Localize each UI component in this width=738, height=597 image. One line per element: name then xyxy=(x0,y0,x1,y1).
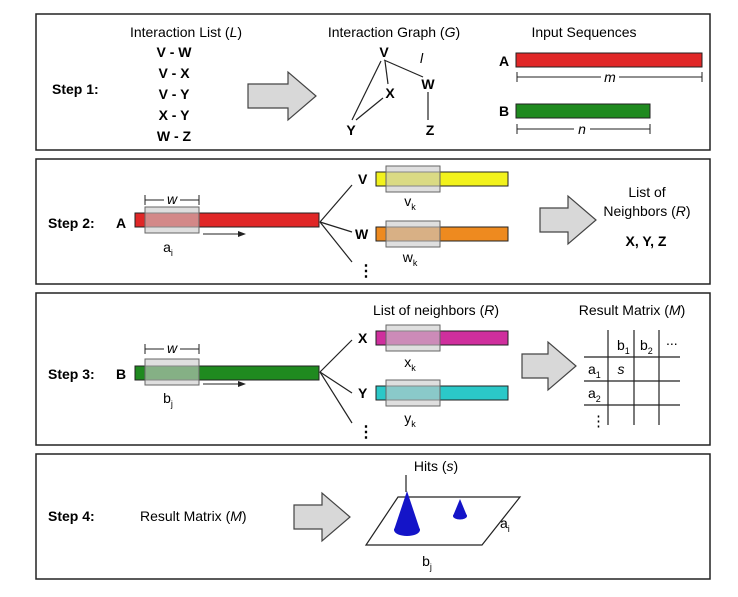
sequence-b-bar xyxy=(515,103,651,119)
window-width-label: w xyxy=(167,191,178,207)
graph-edge xyxy=(384,60,389,85)
graph-edge xyxy=(383,59,424,78)
window-position-label: bj xyxy=(163,390,173,409)
step1-arrow xyxy=(247,70,317,122)
step2-seq-label: A xyxy=(116,215,126,231)
matrix-row-more: ⋮ xyxy=(591,413,606,430)
matrix-row-header: a1 xyxy=(588,361,601,380)
interaction-item: V - W xyxy=(157,44,193,60)
sliding-window xyxy=(144,358,200,386)
step4-label: Step 4: xyxy=(48,508,95,524)
step1-panel xyxy=(35,13,711,151)
length-label-bg xyxy=(574,121,590,137)
branch-line xyxy=(319,371,353,394)
neighbor-w-position: wk xyxy=(402,249,418,268)
graph-node-x: X xyxy=(385,85,395,101)
result-matrix-title: Result Matrix (M) xyxy=(579,302,686,318)
neighbor-y-label: Y xyxy=(358,385,368,401)
step2-label: Step 2: xyxy=(48,215,95,231)
branch-line xyxy=(319,371,353,424)
step2-arrow xyxy=(539,194,597,246)
hit-cone-small-base xyxy=(453,512,467,520)
more-neighbors-dots: ⋮ xyxy=(358,263,374,280)
graph-edge-label: l xyxy=(420,50,424,66)
graph-node-w: W xyxy=(421,76,435,92)
sequence-b-label: B xyxy=(499,103,509,119)
interaction-item: V - Y xyxy=(159,86,191,102)
hit-cone-large-base xyxy=(394,524,420,536)
neighbor-window xyxy=(385,165,441,193)
neighbors-result-title: Neighbors (R) xyxy=(603,203,690,219)
branch-line xyxy=(319,339,353,373)
length-label-bg xyxy=(601,69,619,85)
neighbor-v-label: V xyxy=(358,171,368,187)
neighbor-x-position: xk xyxy=(404,354,416,373)
more-neighbors-dots: ⋮ xyxy=(358,424,374,441)
graph-edge xyxy=(355,97,384,121)
matrix-row-header: a2 xyxy=(588,385,601,404)
step3-label: Step 3: xyxy=(48,366,95,382)
step4-arrow xyxy=(293,491,351,543)
sequence-a-length: m xyxy=(604,69,616,85)
matrix-col-header: b1 xyxy=(617,337,630,356)
input-sequences-title: Input Sequences xyxy=(531,24,636,40)
graph-edge xyxy=(351,60,382,121)
length-label-bg xyxy=(164,341,180,356)
matrix-cell-score: s xyxy=(618,361,625,377)
interaction-list-title: Interaction List (L) xyxy=(130,24,242,40)
step1-label: Step 1: xyxy=(52,81,99,97)
graph-node-z: Z xyxy=(426,122,435,138)
sequence-b-length: n xyxy=(578,121,586,137)
branch-line xyxy=(319,221,353,233)
window-width-label: w xyxy=(167,340,178,356)
sequence-a-label: A xyxy=(499,53,509,69)
neighbor-w-label: W xyxy=(355,226,369,242)
interaction-item: W - Z xyxy=(157,128,192,144)
interaction-item: V - X xyxy=(158,65,190,81)
hits-label: Hits (s) xyxy=(414,458,458,474)
neighbor-y-position: yk xyxy=(404,410,416,429)
neighbor-v-position: vk xyxy=(404,193,416,212)
interaction-graph-title: Interaction Graph (G) xyxy=(328,24,460,40)
length-label-bg xyxy=(164,192,180,207)
sliding-window xyxy=(144,206,200,234)
neighbor-window xyxy=(385,220,441,248)
matrix-col-more: ... xyxy=(666,332,678,348)
branch-line xyxy=(319,184,353,223)
neighbors-list-title: List of neighbors (R) xyxy=(373,302,499,318)
neighbor-window xyxy=(385,379,441,407)
matrix-col-header: b2 xyxy=(640,337,653,356)
neighbors-result-title: List of xyxy=(628,184,665,200)
plane-side-label: ai xyxy=(500,515,510,534)
graph-node-v: V xyxy=(379,44,389,60)
interaction-item: X - Y xyxy=(159,107,191,123)
step3-arrow xyxy=(521,340,577,392)
neighbor-x-label: X xyxy=(358,330,368,346)
graph-node-y: Y xyxy=(346,122,356,138)
step4-input-label: Result Matrix (M) xyxy=(140,508,247,524)
slide-arrow-head xyxy=(238,231,246,237)
window-position-label: ai xyxy=(163,239,173,258)
sequence-a-bar xyxy=(515,52,703,68)
neighbor-window xyxy=(385,324,441,352)
neighbors-result-values: X, Y, Z xyxy=(626,233,667,249)
step3-seq-label: B xyxy=(116,366,126,382)
plane-bottom-label: bj xyxy=(422,553,432,572)
hit-cone-large xyxy=(394,491,420,530)
step4-panel xyxy=(35,453,711,580)
hit-cone-small xyxy=(453,499,467,516)
slide-arrow-head xyxy=(238,381,246,387)
branch-line xyxy=(319,221,353,263)
